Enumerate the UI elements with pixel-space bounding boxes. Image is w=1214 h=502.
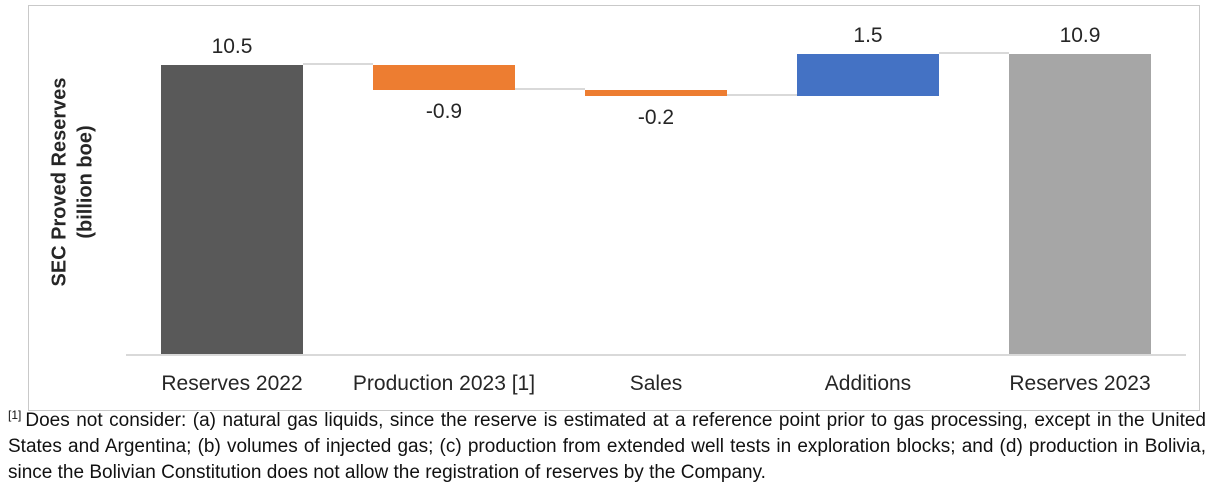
connector-line — [727, 93, 797, 96]
value-label-production-2023-1: -0.9 — [425, 100, 463, 123]
category-label-additions: Additions — [824, 372, 912, 395]
connector-line — [939, 52, 1009, 55]
bar-sales — [585, 90, 727, 96]
bar-additions — [797, 54, 939, 96]
footnote-text: Does not consider: (a) natural gas liqui… — [8, 410, 1206, 483]
footnote: [1] Does not consider: (a) natural gas li… — [8, 408, 1206, 486]
category-label-reserves-2022: Reserves 2022 — [161, 372, 303, 395]
chart-frame: SEC Proved Reserves (billion boe) 10.5 Re… — [28, 5, 1200, 411]
value-label-reserves-2022: 10.5 — [211, 35, 253, 59]
plot-area: 10.5 Reserves 2022 -0.9 Production 2023 [1]… — [29, 6, 1199, 410]
x-axis-line — [126, 354, 1186, 356]
footnote-marker: [1] — [8, 407, 22, 422]
bar-reserves-2023 — [1009, 54, 1151, 354]
connector-line — [515, 88, 585, 90]
bar-production-2023-1 — [373, 65, 515, 90]
connector-line — [303, 63, 373, 66]
value-label-additions: 1.5 — [853, 24, 883, 48]
category-label-reserves-2023: Reserves 2023 — [1009, 372, 1151, 395]
category-label-sales: Sales — [629, 372, 683, 395]
value-label-reserves-2023: 10.9 — [1059, 24, 1101, 48]
bar-reserves-2022 — [161, 65, 303, 354]
category-label-production-2023-1: Production 2023 [1] — [352, 372, 536, 395]
value-label-sales: -0.2 — [637, 105, 675, 129]
